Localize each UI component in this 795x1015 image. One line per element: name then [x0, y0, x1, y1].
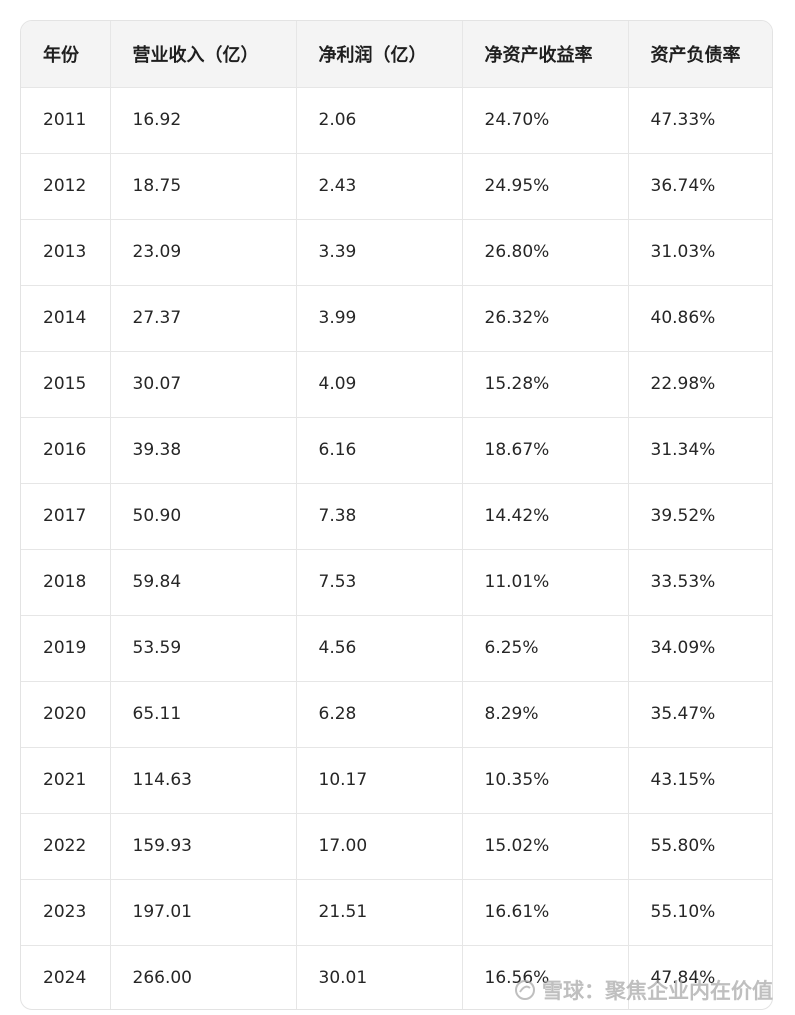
cell-year: 2017 — [21, 483, 111, 550]
header-roe: 净资产收益率 — [462, 21, 629, 88]
cell-year: 2022 — [21, 813, 111, 880]
table-row: 2013 23.09 3.39 26.80% 31.03% — [21, 219, 772, 286]
table-row: 2019 53.59 4.56 6.25% 34.09% — [21, 615, 772, 682]
cell-net-profit: 21.51 — [296, 879, 463, 946]
cell-revenue: 266.00 — [110, 945, 297, 1009]
cell-revenue: 53.59 — [110, 615, 297, 682]
cell-roe: 24.95% — [462, 153, 629, 220]
cell-roe: 18.67% — [462, 417, 629, 484]
cell-revenue: 197.01 — [110, 879, 297, 946]
cell-roe: 10.35% — [462, 747, 629, 814]
cell-year: 2020 — [21, 681, 111, 748]
cell-revenue: 27.37 — [110, 285, 297, 352]
cell-debt-ratio: 36.74% — [628, 153, 772, 220]
cell-debt-ratio: 55.80% — [628, 813, 772, 880]
cell-roe: 16.61% — [462, 879, 629, 946]
cell-revenue: 59.84 — [110, 549, 297, 616]
cell-net-profit: 10.17 — [296, 747, 463, 814]
table-row: 2020 65.11 6.28 8.29% 35.47% — [21, 681, 772, 748]
cell-revenue: 30.07 — [110, 351, 297, 418]
table-row: 2016 39.38 6.16 18.67% 31.34% — [21, 417, 772, 484]
cell-net-profit: 3.39 — [296, 219, 463, 286]
cell-debt-ratio: 40.86% — [628, 285, 772, 352]
cell-year: 2013 — [21, 219, 111, 286]
cell-revenue: 18.75 — [110, 153, 297, 220]
cell-debt-ratio: 33.53% — [628, 549, 772, 616]
cell-year: 2012 — [21, 153, 111, 220]
cell-net-profit: 2.43 — [296, 153, 463, 220]
cell-revenue: 114.63 — [110, 747, 297, 814]
cell-roe: 11.01% — [462, 549, 629, 616]
financial-table-card: 年份 营业收入（亿） 净利润（亿） 净资产收益率 资产负债率 2011 16.92… — [20, 20, 773, 1010]
table-row: 2023 197.01 21.51 16.61% 55.10% — [21, 879, 772, 946]
cell-net-profit: 4.56 — [296, 615, 463, 682]
financial-table: 年份 营业收入（亿） 净利润（亿） 净资产收益率 资产负债率 2011 16.92… — [21, 21, 772, 1009]
cell-net-profit: 30.01 — [296, 945, 463, 1009]
cell-roe: 6.25% — [462, 615, 629, 682]
cell-net-profit: 7.53 — [296, 549, 463, 616]
cell-roe: 8.29% — [462, 681, 629, 748]
header-net-profit: 净利润（亿） — [296, 21, 463, 88]
header-revenue: 营业收入（亿） — [110, 21, 297, 88]
table-row: 2022 159.93 17.00 15.02% 55.80% — [21, 813, 772, 880]
table-body: 2011 16.92 2.06 24.70% 47.33% 2012 18.75 2.43 24… — [21, 87, 772, 1009]
cell-year: 2014 — [21, 285, 111, 352]
cell-year: 2021 — [21, 747, 111, 814]
table-row: 2011 16.92 2.06 24.70% 47.33% — [21, 87, 772, 154]
cell-net-profit: 2.06 — [296, 87, 463, 154]
cell-revenue: 39.38 — [110, 417, 297, 484]
cell-net-profit: 17.00 — [296, 813, 463, 880]
cell-year: 2023 — [21, 879, 111, 946]
cell-debt-ratio: 47.84% — [650, 968, 716, 989]
table-row: 2018 59.84 7.53 11.01% 33.53% — [21, 549, 772, 616]
header-debt-ratio: 资产负债率 — [628, 21, 772, 88]
table-row: 2021 114.63 10.17 10.35% 43.15% — [21, 747, 772, 814]
cell-roe: 24.70% — [462, 87, 629, 154]
cell-roe: 15.28% — [462, 351, 629, 418]
cell-roe: 15.02% — [462, 813, 629, 880]
cell-net-profit: 4.09 — [296, 351, 463, 418]
cell-debt-ratio: 43.15% — [628, 747, 772, 814]
cell-debt-ratio: 47.33% — [628, 87, 772, 154]
cell-revenue: 23.09 — [110, 219, 297, 286]
cell-debt-ratio: 22.98% — [628, 351, 772, 418]
cell-net-profit: 6.16 — [296, 417, 463, 484]
cell-year: 2015 — [21, 351, 111, 418]
cell-debt-ratio: 55.10% — [628, 879, 772, 946]
cell-debt-ratio: 35.47% — [628, 681, 772, 748]
header-row: 年份 营业收入（亿） 净利润（亿） 净资产收益率 资产负债率 — [21, 21, 772, 88]
cell-year: 2019 — [21, 615, 111, 682]
table-row: 2015 30.07 4.09 15.28% 22.98% — [21, 351, 772, 418]
cell-year: 2018 — [21, 549, 111, 616]
cell-year: 2011 — [21, 87, 111, 154]
cell-revenue: 50.90 — [110, 483, 297, 550]
table-row: 2017 50.90 7.38 14.42% 39.52% — [21, 483, 772, 550]
table-row: 2024 266.00 30.01 16.56% 47.84% — [21, 945, 772, 1009]
cell-revenue: 159.93 — [110, 813, 297, 880]
cell-debt-ratio: 31.03% — [628, 219, 772, 286]
cell-year: 2016 — [21, 417, 111, 484]
cell-roe: 26.80% — [462, 219, 629, 286]
cell-roe: 26.32% — [462, 285, 629, 352]
cell-revenue: 65.11 — [110, 681, 297, 748]
cell-net-profit: 3.99 — [296, 285, 463, 352]
table-row: 2012 18.75 2.43 24.95% 36.74% — [21, 153, 772, 220]
cell-roe: 16.56% — [462, 945, 629, 1009]
cell-roe: 14.42% — [462, 483, 629, 550]
cell-debt-ratio: 39.52% — [628, 483, 772, 550]
cell-debt-ratio: 31.34% — [628, 417, 772, 484]
cell-year: 2024 — [21, 945, 111, 1009]
table-header: 年份 营业收入（亿） 净利润（亿） 净资产收益率 资产负债率 — [21, 21, 772, 88]
cell-debt-ratio: 34.09% — [628, 615, 772, 682]
header-year: 年份 — [21, 21, 111, 88]
cell-net-profit: 7.38 — [296, 483, 463, 550]
table-row: 2014 27.37 3.99 26.32% 40.86% — [21, 285, 772, 352]
cell-revenue: 16.92 — [110, 87, 297, 154]
cell-net-profit: 6.28 — [296, 681, 463, 748]
